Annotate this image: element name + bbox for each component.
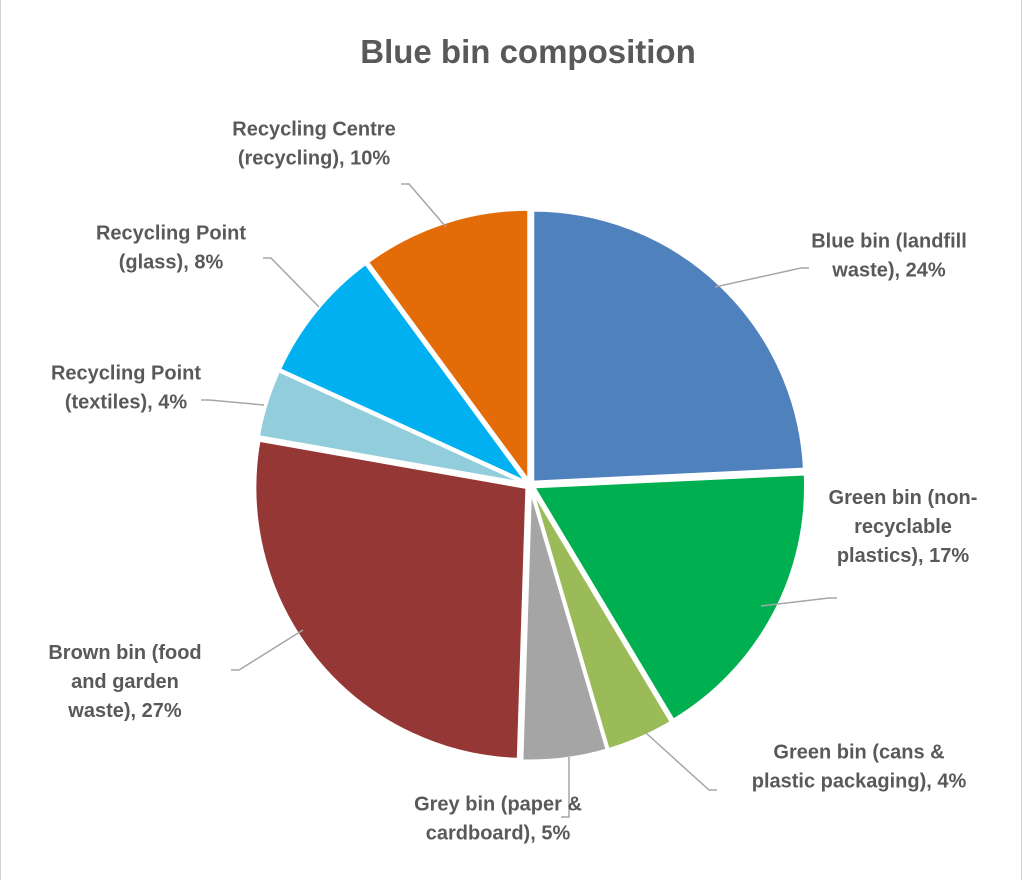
leader-line — [201, 399, 265, 406]
data-label: Recycling Point (glass), 8% — [96, 223, 246, 274]
pie-slices — [253, 207, 808, 763]
data-label-line: Green bin (cans & — [773, 742, 944, 764]
data-label-line: (recycling), 10% — [238, 148, 391, 170]
data-label-line: Brown bin (food — [48, 642, 201, 664]
data-label-line: Green bin (non- — [829, 487, 978, 509]
pie-slice — [365, 207, 531, 486]
data-label-line: cardboard), 5% — [426, 823, 571, 845]
data-label-line: waste), 27% — [67, 700, 182, 722]
data-label-line: Recycling Point — [51, 363, 201, 385]
leader-lines — [201, 183, 837, 818]
data-label: Blue bin (landfill waste), 24% — [811, 231, 967, 282]
data-label-line: (textiles), 4% — [65, 392, 187, 414]
data-label-line: waste), 24% — [831, 260, 946, 282]
data-label-line: Recycling Centre — [232, 119, 395, 141]
data-label: Green bin (cans & plastic packaging), 4% — [752, 742, 967, 793]
data-label-line: Grey bin (paper & — [414, 794, 582, 816]
data-label-line: (glass), 8% — [119, 252, 224, 274]
data-label-line: Blue bin (landfill — [811, 231, 967, 253]
data-label: Grey bin (paper & cardboard), 5% — [414, 794, 582, 845]
data-label-line: and garden — [71, 671, 179, 693]
leader-line — [401, 183, 447, 228]
data-label-line: recyclable — [854, 516, 952, 538]
data-label-line: Recycling Point — [96, 223, 246, 245]
data-label: Recycling Centre (recycling), 10% — [232, 119, 395, 170]
pie-slice — [256, 368, 527, 486]
pie-slice — [277, 261, 532, 487]
pie-slice — [253, 438, 529, 761]
data-label: Green bin (non-recyclable plastics), 17% — [829, 487, 978, 567]
leader-line — [645, 732, 717, 791]
data-label-line: plastic packaging), 4% — [752, 771, 967, 793]
leader-line — [561, 757, 570, 818]
leader-line — [760, 597, 837, 607]
chart-title: Blue bin composition — [360, 33, 696, 70]
pie-slice — [531, 208, 807, 484]
leader-line — [263, 257, 320, 308]
leader-line — [714, 267, 809, 288]
pie-slice — [530, 472, 808, 723]
leader-line — [231, 629, 304, 671]
pie-slice — [520, 488, 609, 763]
data-label: Recycling Point (textiles), 4% — [51, 363, 201, 414]
data-labels: Blue bin (landfill waste), 24% Green bin (… — [48, 119, 977, 845]
data-label: Brown bin (food and garden waste), 27% — [48, 642, 201, 722]
data-label-line: plastics), 17% — [837, 545, 970, 567]
